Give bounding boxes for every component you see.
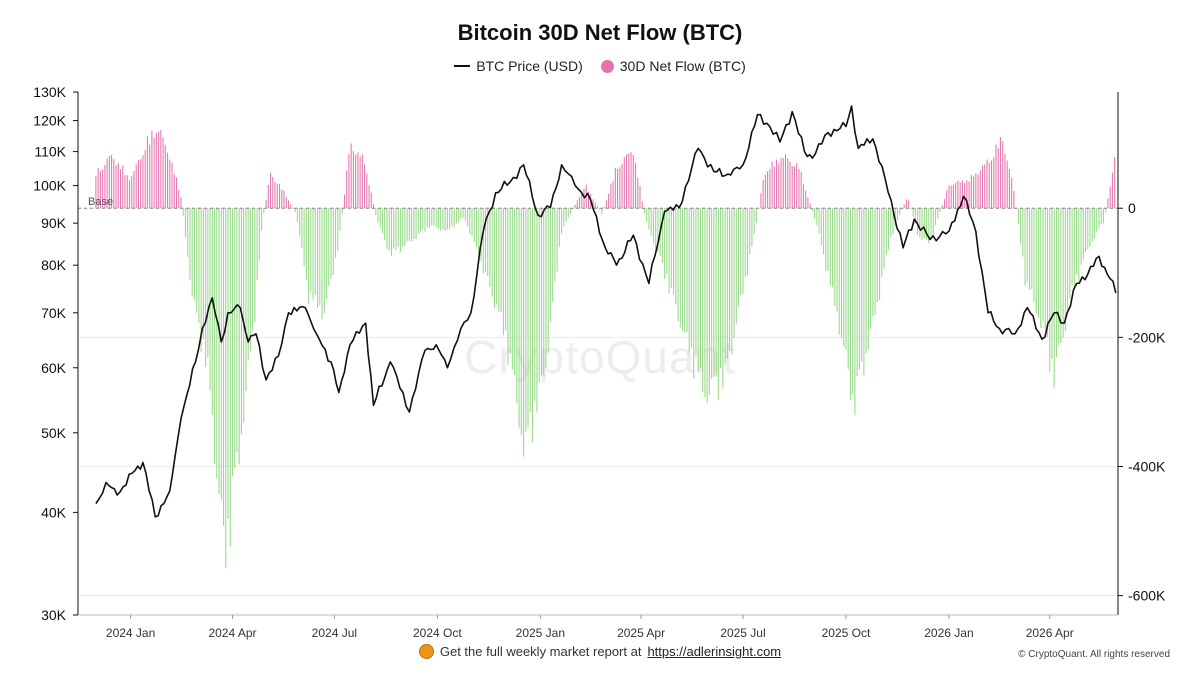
dot-swatch-icon xyxy=(600,59,614,73)
line-swatch-icon xyxy=(454,65,471,67)
axis-labels: 130K 120K 110K 100K 90K 80K 70K 60K 50K 40K 30K 0 -2… xyxy=(33,84,1166,640)
x-tick-label: 2024 Oct xyxy=(413,626,462,640)
left-tick-label: 40K xyxy=(41,504,67,520)
x-tick-label: 2025 Apr xyxy=(617,626,665,640)
left-tick-label: 100K xyxy=(33,178,66,194)
x-tick-label: 2026 Jan xyxy=(924,626,973,640)
left-tick-label: 70K xyxy=(41,305,67,321)
legend-label-price: BTC Price (USD) xyxy=(476,58,583,74)
right-tick-label: -400K xyxy=(1128,458,1166,474)
left-tick-label: 80K xyxy=(41,257,67,273)
footer-text: Get the full weekly market report at xyxy=(439,644,642,659)
right-tick-label: -600K xyxy=(1128,588,1166,604)
copyright: © CryptoQuant. All rights reserved xyxy=(1018,649,1170,660)
x-tick-label: 2024 Apr xyxy=(208,626,256,640)
left-tick-label: 60K xyxy=(41,360,67,376)
x-tick-label: 2025 Jul xyxy=(720,626,765,640)
x-tick-label: 2025 Oct xyxy=(822,626,871,640)
axes: Base xyxy=(73,91,1123,619)
legend: BTC Price (USD) 30D Net Flow (BTC) xyxy=(0,58,1200,74)
x-tick-label: 2024 Jul xyxy=(312,626,357,640)
x-tick-label: 2024 Jan xyxy=(106,626,155,640)
grid-lines xyxy=(78,207,1118,597)
footer: Get the full weekly market report at htt… xyxy=(0,644,1200,659)
coin-icon xyxy=(418,644,434,659)
chart-title: Bitcoin 30D Net Flow (BTC) xyxy=(457,20,743,45)
left-tick-label: 130K xyxy=(33,84,66,100)
left-tick-label: 50K xyxy=(41,425,67,441)
price-line xyxy=(95,105,1117,518)
x-tick-label: 2025 Jan xyxy=(516,626,565,640)
footer-link[interactable]: https://adlerinsight.com xyxy=(647,644,782,659)
baseline-label: Base xyxy=(88,196,113,208)
net-flow-bars xyxy=(95,129,1116,569)
x-tick-label: 2026 Apr xyxy=(1026,626,1074,640)
right-tick-label: 0 xyxy=(1128,200,1136,216)
left-tick-label: 120K xyxy=(33,113,66,129)
price-series xyxy=(95,105,1117,518)
legend-label-netflow: 30D Net Flow (BTC) xyxy=(619,58,746,74)
legend-item-price[interactable]: BTC Price (USD) xyxy=(454,58,583,74)
left-tick-label: 110K xyxy=(34,144,66,160)
left-tick-label: 90K xyxy=(41,215,67,231)
legend-item-netflow[interactable]: 30D Net Flow (BTC) xyxy=(600,58,746,74)
right-tick-label: -200K xyxy=(1128,329,1166,345)
plot-area: Base 130K 120K 110K 100K 90K 80K 70K 60K 50K 40K 3… xyxy=(33,84,1166,640)
left-tick-label: 30K xyxy=(41,607,67,623)
